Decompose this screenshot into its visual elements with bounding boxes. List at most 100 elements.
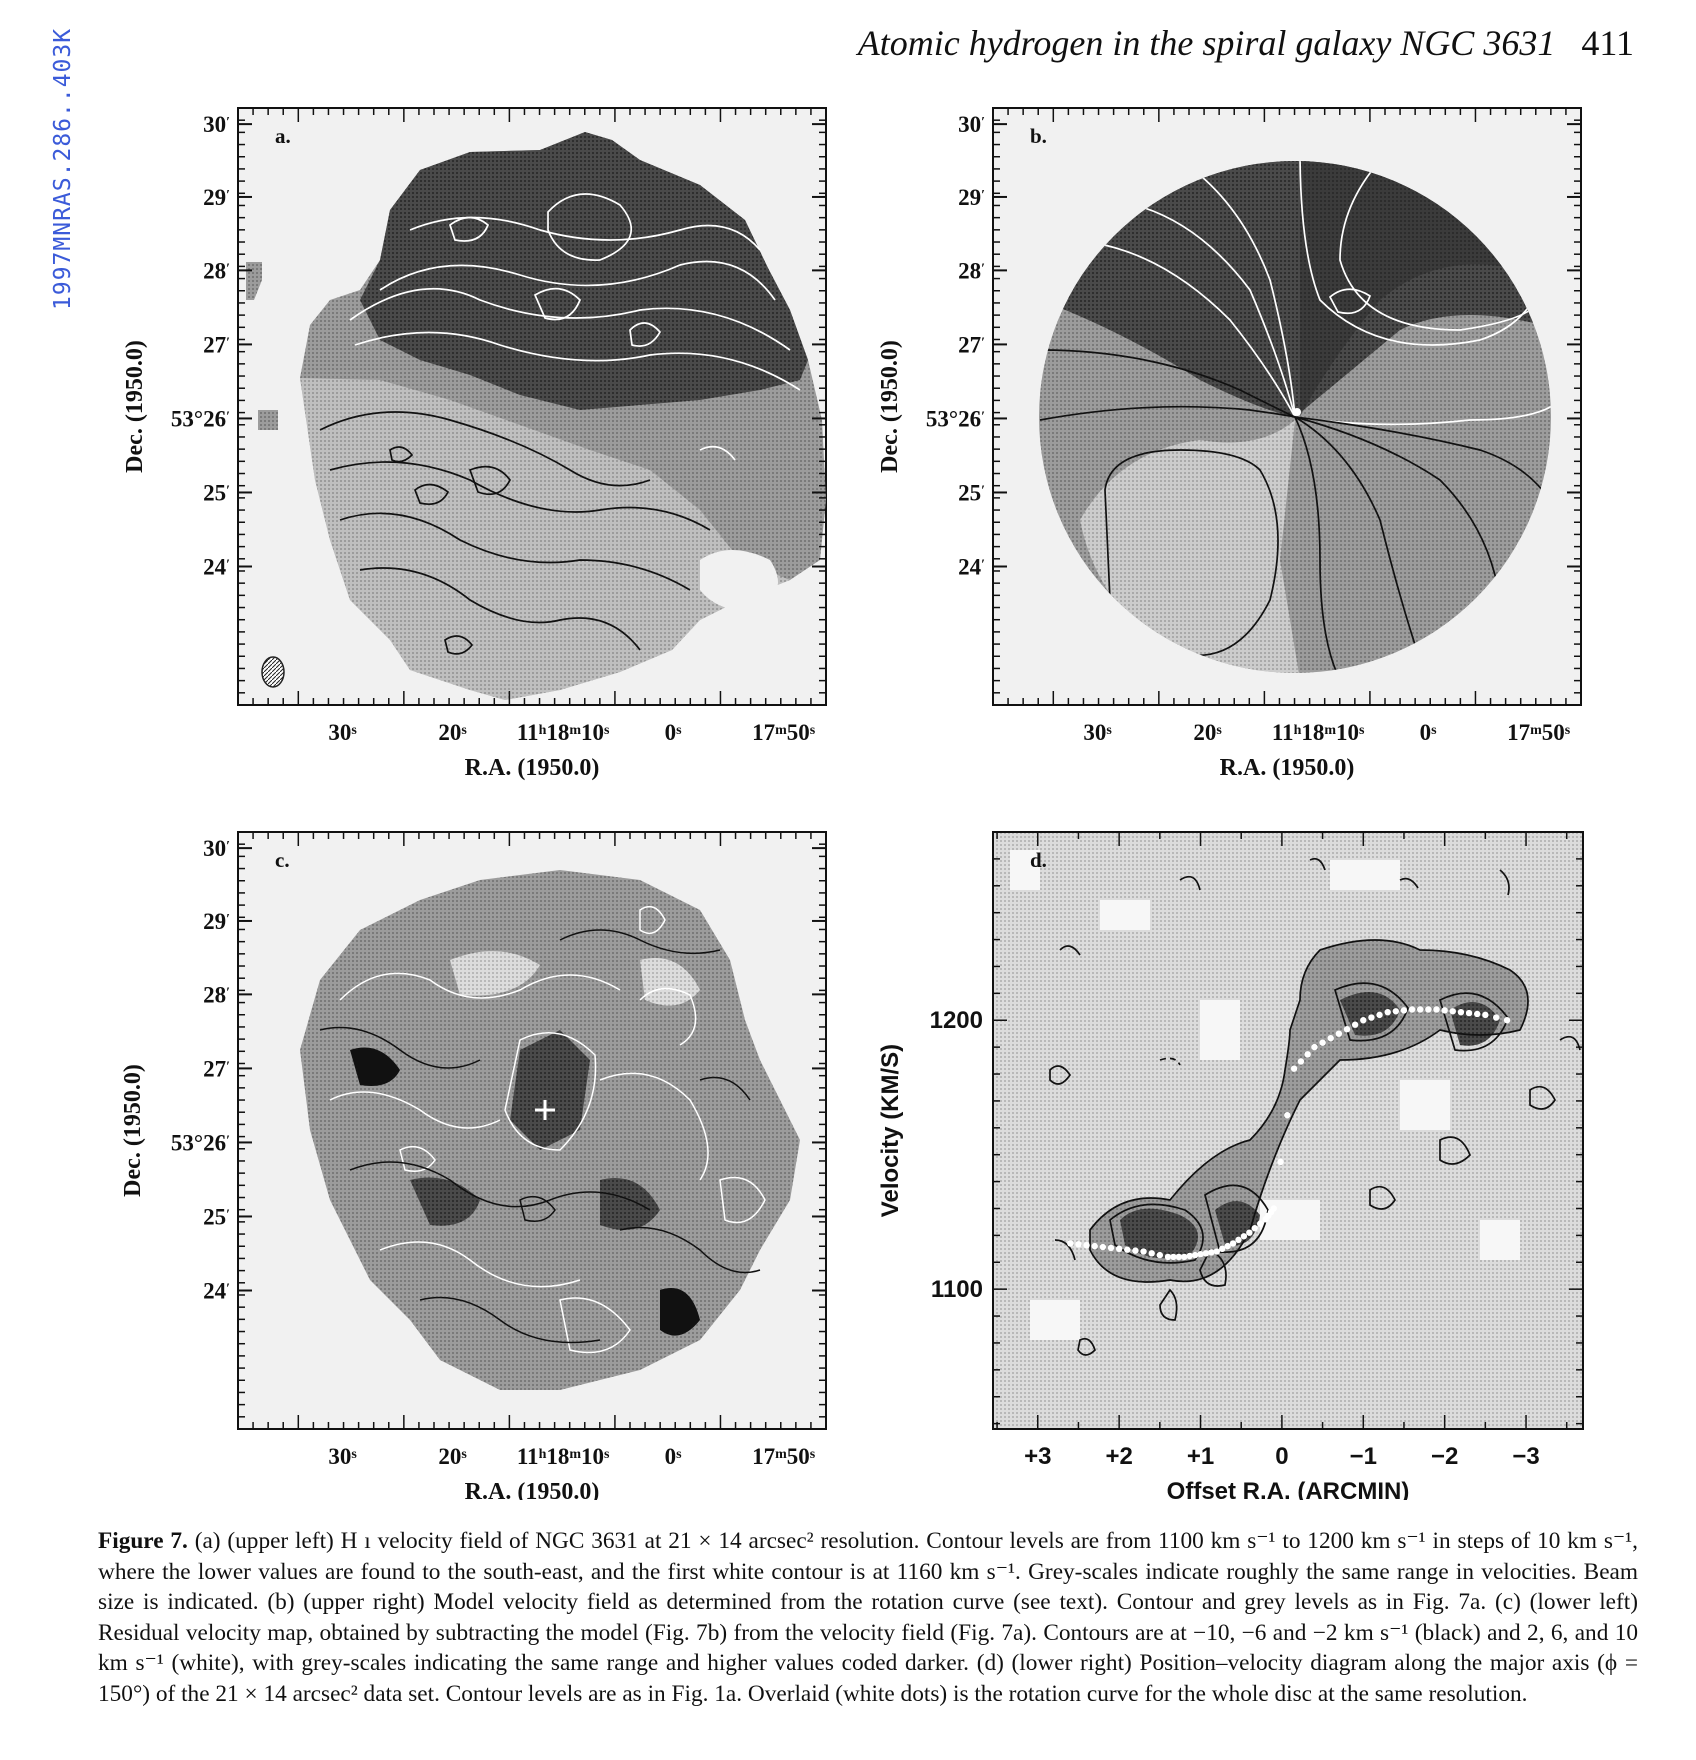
pv-x-tick-label: +3 — [1024, 1443, 1051, 1470]
rotation-curve-dot — [1384, 1008, 1391, 1016]
rotation-curve-dot — [1251, 1225, 1258, 1232]
axes-layer: 30′ 29′ 28′ 27′ 53°26′ 25′ 24′ 30s 20s 11h18m10s 0… — [120, 108, 1583, 1500]
rotation-curve-dot — [1107, 1244, 1115, 1252]
panel-d-pv-diagram — [1010, 850, 1581, 1356]
running-head: Atomic hydrogen in the spiral galaxy NGC… — [858, 22, 1634, 64]
dec-tick-label: 25′ — [958, 480, 985, 505]
rotation-curve-dot — [1290, 1065, 1298, 1072]
dec-tick-label: 30′ — [203, 112, 230, 137]
rotation-curve-dot — [1170, 1253, 1177, 1261]
panel-d-axes: +3 +2 +1 0 −1 −2 −3 1100 1200 Velocity (KM/S) Offs… — [877, 832, 1583, 1500]
dec-tick-label: 27′ — [203, 332, 230, 357]
rotation-curve-dot — [1284, 1112, 1291, 1119]
pv-x-tick-label: −1 — [1350, 1443, 1377, 1470]
pv-x-tick-label: −2 — [1431, 1443, 1458, 1470]
ra-tick-label: 17m50s — [752, 720, 816, 745]
rotation-curve-dot — [1474, 1010, 1481, 1018]
rotation-curve-dot — [1235, 1236, 1242, 1244]
pv-y-tick-label: 1200 — [930, 1007, 983, 1034]
rotation-curve-dots — [1067, 1006, 1511, 1261]
rotation-curve-dot — [1441, 1007, 1448, 1014]
rotation-curve-dot — [1219, 1245, 1226, 1253]
pv-x-tick-label: −3 — [1512, 1443, 1539, 1470]
rotation-curve-dot — [1449, 1008, 1456, 1015]
figure-caption: Figure 7. (a) (upper left) H ı velocity … — [98, 1526, 1638, 1710]
pv-x-tick-label: +2 — [1105, 1443, 1132, 1470]
dec-tick-label: 28′ — [203, 258, 230, 283]
rotation-curve-dot — [1148, 1250, 1155, 1257]
panel-b: b. — [992, 107, 1582, 706]
rotation-curve-dot — [1191, 1251, 1199, 1259]
panel-d-letter: d. — [1030, 848, 1047, 872]
rotation-curve-dot — [1213, 1248, 1220, 1255]
rotation-curve-dot — [1376, 1011, 1383, 1019]
panel-a: a. — [237, 107, 827, 706]
dec-tick-label: 24′ — [203, 554, 230, 579]
rotation-curve-dot — [1304, 1051, 1311, 1058]
pv-x-tick-label: +1 — [1187, 1443, 1214, 1470]
ra-tick-label: 17m50s — [1507, 720, 1571, 745]
rotation-curve-dot — [1229, 1240, 1237, 1247]
rotation-curve-dot — [1197, 1251, 1204, 1258]
caption-line-3: roughly the same range in velocities. Be… — [98, 1558, 1639, 1616]
pv-x-tick-label: 0 — [1275, 1443, 1288, 1470]
dec-tick-label: 27′ — [958, 332, 985, 357]
ra-tick-label: 17m50s — [752, 1444, 816, 1469]
rotation-curve-dot — [1360, 1017, 1367, 1024]
panel-c-residual-map — [300, 870, 800, 1390]
ra-tick-label: 0s — [665, 720, 683, 745]
panel-b-axes: 30′ 29′ 28′ 27′ 53°26′ 25′ 24′ 30s 20s 11h18m10s 0… — [877, 108, 1581, 781]
caption-lead: Figure 7. — [98, 1528, 188, 1554]
rotation-curve-dot — [1202, 1250, 1210, 1257]
ra-tick-label: 11h18m10s — [517, 1444, 610, 1469]
ra-tick-label: 30s — [328, 720, 357, 745]
rotation-curve-dot — [1124, 1246, 1131, 1253]
y-axis-title: Dec. (1950.0) — [122, 340, 148, 473]
rotation-curve-dot — [1297, 1058, 1305, 1065]
ra-tick-label: 0s — [665, 1444, 683, 1469]
dec-tick-label: 25′ — [203, 1204, 230, 1229]
panel-d: d. — [992, 831, 1584, 1430]
dec-tick-label: 29′ — [203, 909, 230, 934]
ra-tick-label: 20s — [438, 720, 467, 745]
rotation-curve-dot — [1156, 1251, 1164, 1259]
rotation-curve-dot — [1392, 1008, 1400, 1015]
rotation-curve-dot — [1319, 1039, 1326, 1046]
rotation-curve-dot — [1408, 1006, 1416, 1013]
dec-tick-label: 53°26′ — [171, 406, 230, 431]
dec-tick-label: 24′ — [203, 1278, 230, 1303]
y-axis-title: Dec. (1950.0) — [120, 1064, 146, 1197]
rotation-curve-dot — [1343, 1026, 1351, 1033]
page-number: 411 — [1581, 23, 1634, 63]
panel-c: c. — [237, 831, 827, 1430]
dec-tick-label: 29′ — [203, 185, 230, 210]
rotation-curve-dot — [1351, 1021, 1359, 1028]
rotation-curve-dot — [1175, 1253, 1183, 1261]
rotation-curve-dot — [1224, 1242, 1231, 1250]
rotation-curve-dot — [1075, 1241, 1082, 1248]
dec-tick-label: 53°26′ — [171, 1130, 230, 1155]
dec-tick-label: 28′ — [958, 258, 985, 283]
rotation-curve-dot — [1240, 1233, 1248, 1240]
y-axis-title: Dec. (1950.0) — [877, 340, 903, 473]
rotation-curve-dot — [1164, 1253, 1172, 1261]
rotation-curve-dot — [1208, 1249, 1215, 1256]
rotation-curve-dot — [1091, 1242, 1098, 1250]
running-head-title: Atomic hydrogen in the spiral galaxy NGC… — [857, 23, 1556, 63]
pv-y-tick-label: 1100 — [931, 1276, 983, 1303]
dec-tick-label: 25′ — [203, 480, 230, 505]
dec-tick-label: 28′ — [203, 982, 230, 1007]
dec-tick-label: 30′ — [958, 112, 985, 137]
caption-line-7: set. Contour levels are as in Fig. 1a. O… — [408, 1680, 1528, 1707]
rotation-curve-dot — [1482, 1011, 1489, 1019]
rotation-curve-dot — [1140, 1248, 1147, 1255]
rotation-curve-dot — [1115, 1245, 1123, 1253]
pv-y-axis-title: Velocity (KM/S) — [877, 1044, 904, 1217]
rotation-curve-dot — [1335, 1030, 1343, 1037]
rotation-curve-dot — [1368, 1014, 1375, 1021]
ra-tick-label: 20s — [1193, 720, 1222, 745]
rotation-curve-dot — [1433, 1006, 1440, 1013]
rotation-curve-dot — [1099, 1243, 1107, 1251]
panel-d-frame — [992, 831, 1584, 1430]
rotation-curve-dot — [1457, 1008, 1465, 1016]
